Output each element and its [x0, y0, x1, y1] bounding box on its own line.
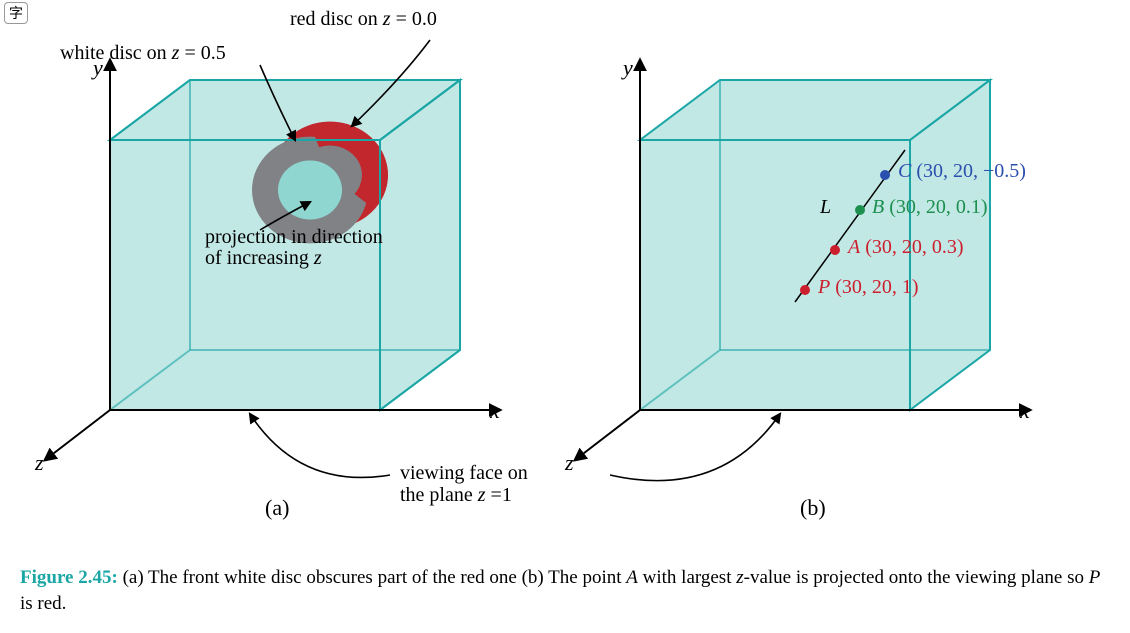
point-B-label: B (30, 20, 0.1)	[872, 196, 988, 219]
panel-a-label: (a)	[265, 495, 289, 521]
figure-container: 字 red disc on z = 0.0 white disc on z = …	[0, 0, 1130, 633]
point-C-label: C (30, 20, −0.5)	[898, 160, 1026, 183]
axis-y-a: y	[93, 55, 103, 81]
figure-caption: Figure 2.45: (a) The front white disc ob…	[20, 565, 1110, 616]
label-white-disc: white disc on z = 0.5	[60, 42, 226, 65]
point-A-label: A (30, 20, 0.3)	[848, 236, 964, 259]
point-L-label: L	[820, 196, 831, 219]
label-viewing-face: viewing face on the plane z =1	[400, 462, 528, 506]
axis-z-a: z	[35, 450, 44, 476]
axis-x-b: x	[1020, 398, 1030, 424]
badge: 字	[4, 2, 28, 24]
point-P-label: P (30, 20, 1)	[818, 276, 919, 299]
label-red-disc: red disc on z = 0.0	[290, 8, 437, 31]
panel-b-label: (b)	[800, 495, 826, 521]
label-projection: projection in direction of increasing z	[205, 227, 383, 269]
axis-z-b: z	[565, 450, 574, 476]
axis-y-b: y	[623, 55, 633, 81]
axis-x-a: x	[490, 398, 500, 424]
